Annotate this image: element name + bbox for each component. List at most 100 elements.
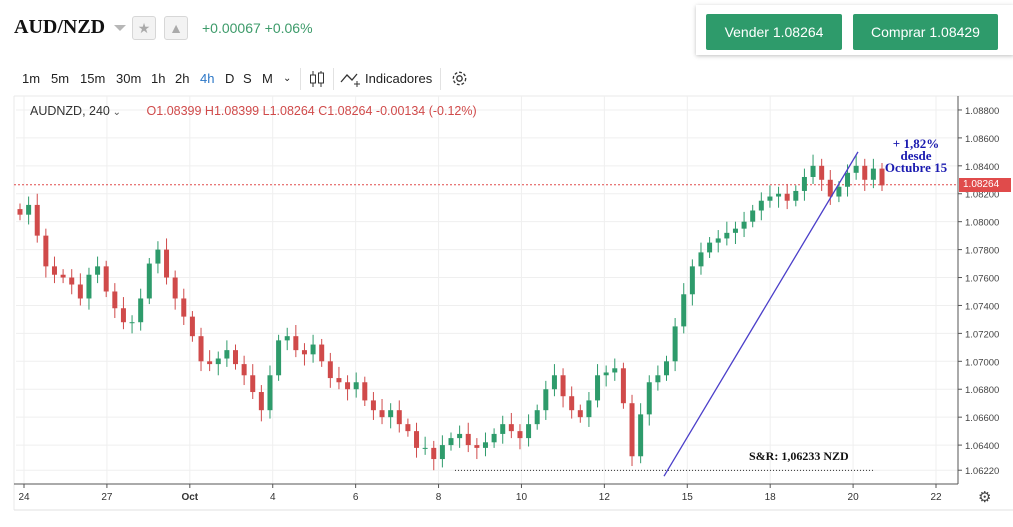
chevron-down-icon[interactable]: ⌄ xyxy=(109,107,122,118)
x-tick-label: 20 xyxy=(848,492,860,503)
y-tick-label: 1.07200 xyxy=(965,329,999,340)
candle-body xyxy=(853,165,859,173)
header-bar: AUD/NZD ★ ▲ +0.00067 +0.06% Vender 1.082… xyxy=(0,0,1013,58)
candle-body xyxy=(95,266,101,275)
x-tick-label: 6 xyxy=(353,492,359,503)
candle-body xyxy=(370,400,376,411)
candle-body xyxy=(189,316,195,337)
candle-body xyxy=(146,263,152,299)
candle-body xyxy=(51,266,57,275)
candle-body xyxy=(267,375,273,411)
candle-body xyxy=(181,298,187,317)
candle-body xyxy=(612,368,618,373)
candle-body xyxy=(379,410,385,418)
candle-body xyxy=(491,433,497,443)
candle-body xyxy=(276,340,282,376)
star-icon[interactable]: ★ xyxy=(132,16,156,40)
candle-body xyxy=(741,221,747,229)
candle-body xyxy=(336,378,342,383)
buy-button[interactable]: Comprar 1.08429 xyxy=(853,14,998,50)
candle-body xyxy=(34,204,40,236)
tf-1m[interactable]: 1m xyxy=(22,71,41,86)
candle-body xyxy=(707,242,713,253)
x-tick-label: 24 xyxy=(18,492,30,503)
chevron-down-icon[interactable]: ⌄ xyxy=(283,73,292,84)
toolbar-divider xyxy=(333,68,334,90)
candle-body xyxy=(396,410,402,425)
candle-body xyxy=(845,172,851,187)
tf-4h[interactable]: 4h xyxy=(200,71,215,86)
settings-gear-icon[interactable]: ⚙ xyxy=(978,489,992,506)
y-tick-labels: 1.06220 1.06400 1.06600 1.06800 1.07000 1.072… xyxy=(958,106,999,477)
candle-body xyxy=(870,168,876,180)
y-tick-label: 1.08800 xyxy=(965,106,999,117)
axes xyxy=(14,96,1013,511)
candle-body xyxy=(629,403,635,457)
candle-body xyxy=(681,294,687,327)
candle-body xyxy=(655,375,661,383)
tf-15m[interactable]: 15m xyxy=(80,71,106,86)
gain-line3: Octubre 15 xyxy=(884,160,948,175)
candle-body xyxy=(827,179,833,197)
candle-body xyxy=(569,396,575,411)
candle-body xyxy=(672,326,678,362)
candle-body xyxy=(646,382,652,415)
candle-body xyxy=(819,165,825,180)
tf-D[interactable]: D xyxy=(225,71,235,86)
bell-icon[interactable]: ▲ xyxy=(164,16,188,40)
candle-body xyxy=(457,433,463,439)
y-tick-label: 1.07600 xyxy=(965,274,999,285)
trade-panel: Vender 1.08264 Comprar 1.08429 xyxy=(696,5,1013,55)
candle-body xyxy=(388,410,394,418)
y-tick-label: 1.06800 xyxy=(965,385,999,396)
candle-body xyxy=(551,375,557,390)
legend-symbol[interactable]: AUDNZD, 240 xyxy=(30,104,110,118)
indicators-button[interactable]: Indicadores xyxy=(365,71,433,86)
candle-body xyxy=(77,284,83,299)
candle-body xyxy=(836,186,842,197)
candle-body xyxy=(250,375,256,393)
sell-button[interactable]: Vender 1.08264 xyxy=(706,14,842,50)
candle-body xyxy=(405,424,411,432)
y-tick-label: 1.07000 xyxy=(965,357,999,368)
candle-body xyxy=(586,400,592,418)
candle-body xyxy=(43,235,49,267)
candle-body xyxy=(224,350,230,359)
tf-2h[interactable]: 2h xyxy=(175,71,190,86)
tf-S[interactable]: S xyxy=(243,71,252,86)
candle-body xyxy=(17,209,23,215)
candle-body xyxy=(776,193,782,197)
tf-30m[interactable]: 30m xyxy=(116,71,142,86)
candle-body xyxy=(474,445,480,448)
tf-M[interactable]: M xyxy=(262,71,273,86)
tf-5m[interactable]: 5m xyxy=(51,71,70,86)
candle-body xyxy=(301,350,307,355)
chevron-down-icon[interactable] xyxy=(114,25,126,31)
x-tick-label: 27 xyxy=(101,492,113,503)
candle-body xyxy=(620,368,626,404)
gain-line2: desde xyxy=(900,148,932,163)
x-tick-labels: 24 27 Oct 4 6 8 10 12 15 18 20 22 xyxy=(18,484,942,503)
x-tick-label: 8 xyxy=(436,492,442,503)
candle-body xyxy=(439,445,445,460)
tf-1h[interactable]: 1h xyxy=(151,71,166,86)
x-tick-label: 10 xyxy=(516,492,528,503)
ohlc-legend: AUDNZD, 240 ⌄ O1.08399 H1.08399 L1.08264… xyxy=(30,104,477,118)
candle-body xyxy=(293,336,299,351)
candle-body xyxy=(689,266,695,295)
candle-body xyxy=(750,210,756,222)
gain-line1: + 1,82% xyxy=(892,136,940,151)
candle-body xyxy=(448,438,454,446)
indicators-icon[interactable] xyxy=(340,70,362,88)
candle-body xyxy=(69,277,75,285)
toolbar-divider xyxy=(440,68,441,90)
trend-line[interactable] xyxy=(663,151,859,477)
candle-body xyxy=(112,291,118,309)
symbol-title[interactable]: AUD/NZD xyxy=(14,16,106,38)
candle-body xyxy=(172,277,178,299)
candles-icon[interactable] xyxy=(308,69,326,89)
y-tick-label: 1.06220 xyxy=(965,466,999,477)
x-tick-label: Oct xyxy=(181,492,198,503)
gear-icon[interactable] xyxy=(450,69,469,88)
